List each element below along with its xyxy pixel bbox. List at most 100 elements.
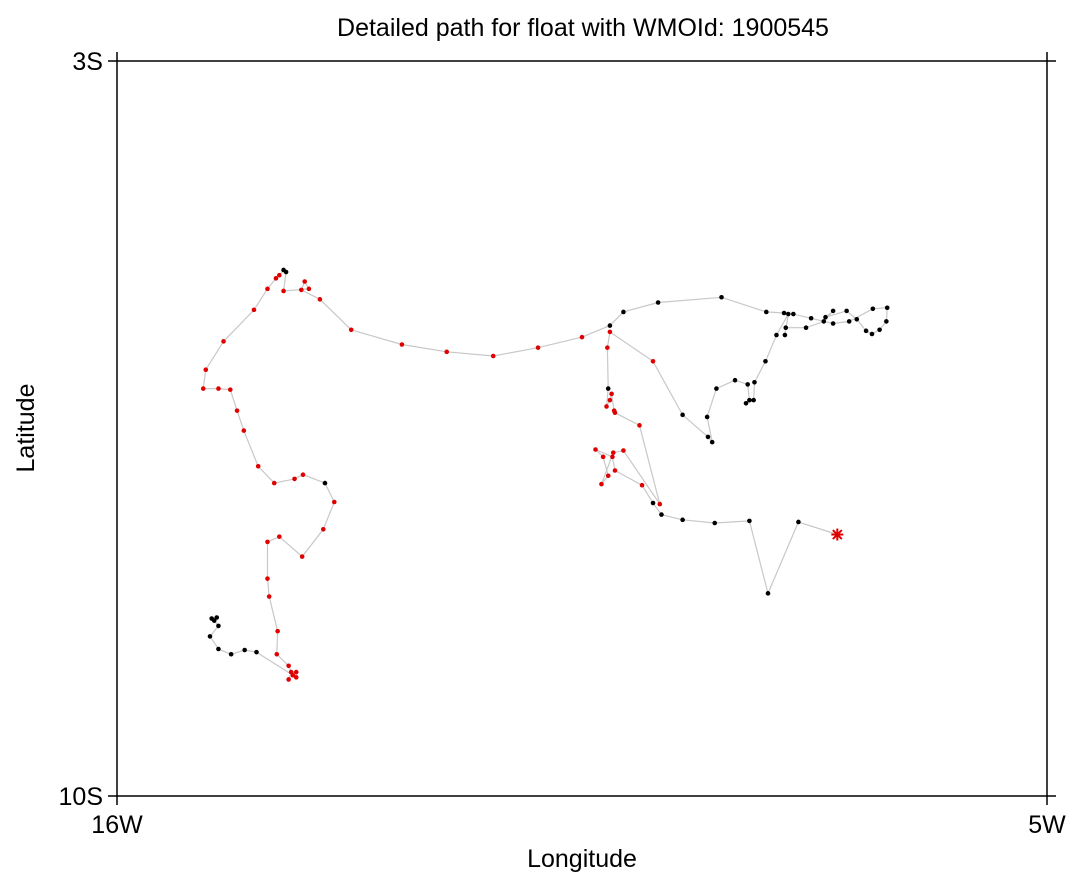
float-position-point (803, 325, 809, 331)
float-position-point (265, 576, 270, 581)
float-position-point (884, 319, 889, 324)
float-position-point (821, 319, 827, 324)
axis-ticks: 16W 5W 3S 10S (59, 48, 1067, 839)
float-position-point (265, 286, 270, 292)
float-position-point (884, 305, 890, 311)
float-position-point (286, 663, 291, 669)
float-position-point (765, 591, 771, 596)
float-position-point (293, 669, 299, 675)
float-position-point (293, 675, 299, 680)
float-positions (200, 267, 890, 682)
float-position-point (747, 518, 752, 524)
float-position-point (299, 287, 304, 293)
float-position-point (271, 480, 277, 486)
float-position-point (302, 279, 307, 284)
float-position-point (203, 367, 209, 373)
float-position-point (593, 447, 598, 452)
float-position-point (764, 309, 769, 315)
float-position-point (277, 534, 282, 539)
float-position-point (877, 327, 882, 333)
float-position-point (709, 439, 715, 445)
float-position-point (650, 359, 656, 364)
float-position-point (274, 651, 280, 657)
float-position-point (216, 646, 221, 652)
float-position-point (281, 267, 286, 273)
float-position-point (214, 615, 220, 620)
float-position-point (783, 325, 789, 331)
float-position-point (275, 628, 280, 634)
float-position-point (610, 450, 616, 455)
float-position-point (743, 401, 749, 406)
float-position-point (605, 386, 611, 391)
float-position-point (216, 623, 221, 629)
x-axis-label: Longitude (527, 845, 637, 873)
float-position-point (607, 329, 613, 335)
float-position-point (281, 288, 286, 294)
float-position-point (300, 472, 306, 478)
float-position-point (714, 386, 719, 391)
float-position-point (621, 448, 626, 453)
float-position-point (732, 377, 738, 383)
float-position-point (200, 386, 206, 391)
float-position-point (823, 314, 828, 320)
float-position-point (241, 428, 247, 433)
float-position-point (680, 517, 685, 523)
float-position-point (216, 386, 221, 391)
float-position-point (704, 414, 710, 420)
float-position-point (221, 339, 226, 344)
float-position-point (306, 286, 312, 292)
float-position-point (607, 323, 613, 328)
float-position-point (846, 319, 852, 324)
float-position-point (607, 397, 613, 403)
float-position-point (650, 500, 656, 506)
float-position-point (745, 382, 751, 387)
float-position-point (751, 397, 756, 403)
float-position-point (680, 412, 685, 418)
float-position-point (774, 332, 779, 338)
float-position-point (869, 331, 875, 337)
float-position-point (785, 311, 791, 317)
float-position-point (605, 345, 610, 350)
float-position-point (331, 499, 337, 505)
x-tick-label: 5W (1028, 811, 1066, 839)
float-position-point (273, 276, 279, 281)
float-position-point (719, 294, 724, 300)
float-position-point (286, 677, 291, 682)
float-position-point (752, 380, 757, 385)
float-position-point (808, 315, 814, 321)
float-position-point (712, 520, 718, 526)
float-position-point (255, 464, 261, 469)
float-position-point (227, 387, 233, 392)
float-position-point (399, 342, 405, 347)
float-position-point (535, 345, 541, 350)
float-position-point (299, 554, 305, 559)
plot-frame (116, 60, 1048, 797)
float-position-point (830, 321, 836, 326)
float-position-point (791, 311, 796, 317)
float-position-point (251, 307, 257, 313)
float-position-point (444, 349, 450, 355)
float-position-point (292, 476, 297, 482)
float-position-point (639, 482, 645, 488)
y-axis-label: Latitude (12, 384, 40, 473)
float-position-point (317, 297, 323, 302)
float-position-point (579, 334, 585, 340)
float-position-point (265, 539, 270, 545)
float-position-point (322, 480, 328, 486)
float-track-line (202, 269, 888, 680)
float-position-point (266, 594, 272, 599)
y-tick-label: 3S (72, 48, 103, 76)
float-position-point (763, 359, 768, 364)
float-last-position-marker (831, 528, 844, 541)
y-tick-label: 10S (59, 783, 103, 811)
float-position-point (610, 454, 615, 460)
float-position-point (870, 306, 876, 312)
float-position-point (228, 651, 234, 657)
float-position-point (611, 408, 617, 413)
float-position-point (277, 272, 282, 278)
float-position-point (655, 300, 661, 305)
float-position-point (348, 327, 354, 333)
float-position-point (609, 391, 614, 397)
float-position-point (747, 397, 752, 403)
